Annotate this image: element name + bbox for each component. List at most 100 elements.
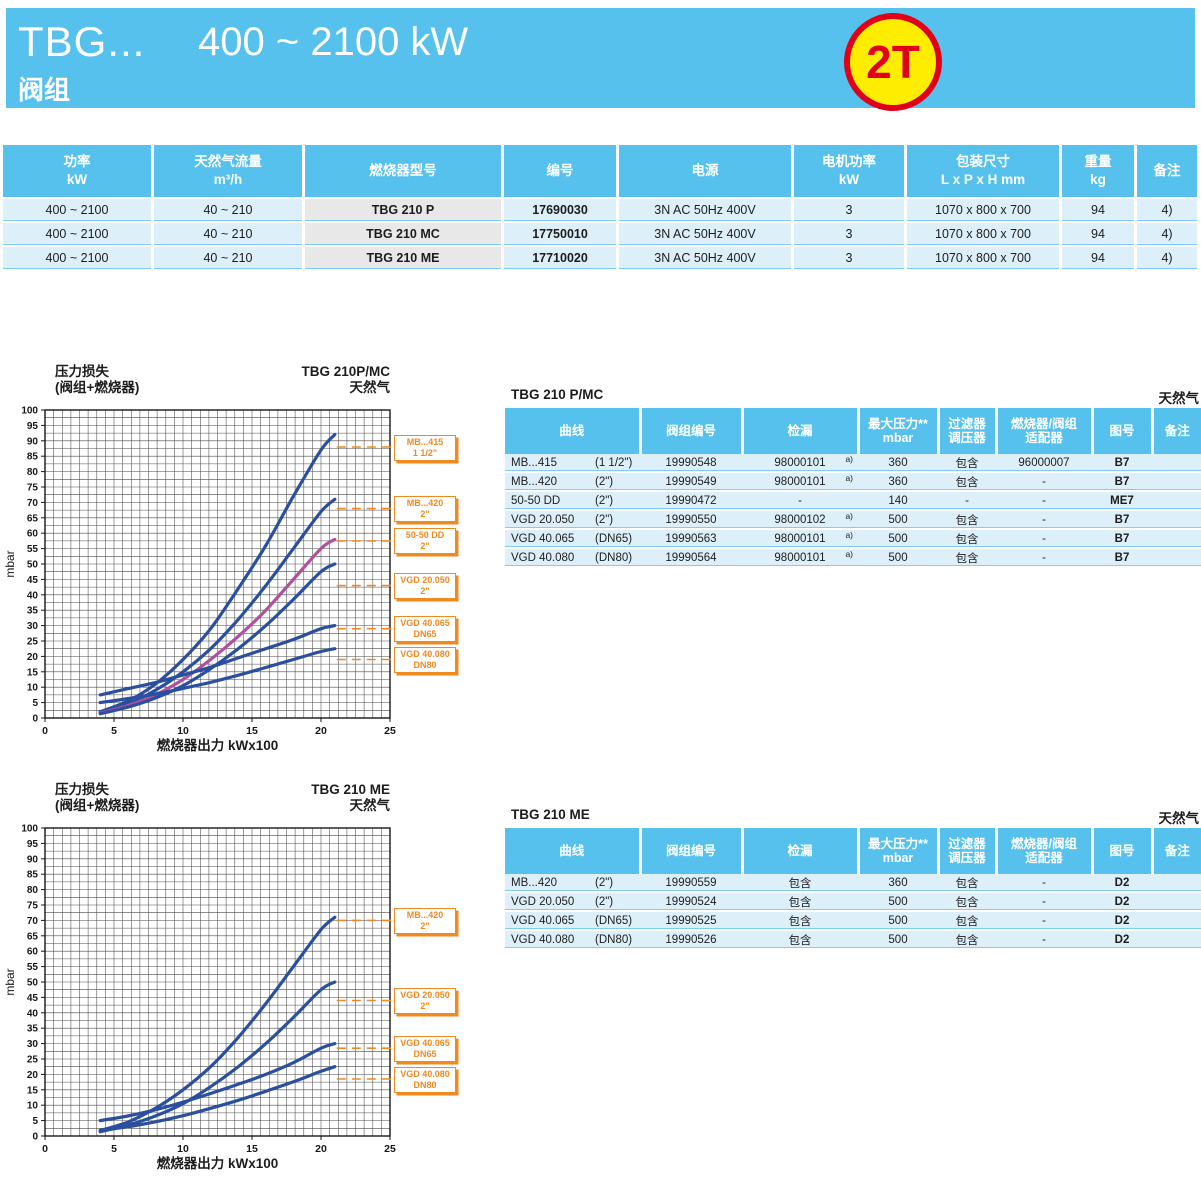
column-header: 备注 [1137, 145, 1197, 197]
svg-text:65: 65 [27, 931, 39, 942]
svg-text:60: 60 [27, 947, 39, 958]
table-cell: 98000101 a) [742, 472, 858, 492]
table-cell: 40 ~ 210 [154, 223, 302, 245]
curve-label-line1: VGD 20.050 [400, 990, 450, 1000]
curve-label-line2: DN65 [413, 629, 437, 640]
curve-cell: VGD 40.080 (DN80) [505, 548, 640, 568]
table-cell: 500 [858, 892, 938, 912]
table-gas-label: 天然气 [1158, 391, 1200, 406]
table-cell: 500 [858, 510, 938, 530]
table-cell: - [996, 874, 1092, 893]
table-cell: 17690030 [504, 199, 616, 221]
table-cell [1152, 472, 1201, 492]
table-cell [1152, 548, 1201, 568]
table-cell: B7 [1092, 548, 1152, 568]
table-cell: 19990525 [640, 911, 742, 931]
curve-label-box: MB...420 2" [394, 907, 456, 934]
curve-cell: VGD 20.050 (2") [505, 510, 640, 530]
curve-label-line2: 1 1/2" [412, 447, 438, 458]
column-header: 编号 [504, 145, 616, 197]
table-cell: 360 [858, 454, 938, 473]
table-row: VGD 40.080 (DN80) 19990526 包含 500 包含 - D2 [505, 930, 1201, 950]
table-cell: 94 [1062, 223, 1134, 245]
table-cell [1152, 529, 1201, 549]
svg-text:100: 100 [21, 824, 38, 835]
curve-label-line2: DN80 [413, 660, 437, 670]
footnote-marker: a) [845, 454, 853, 464]
table-cell [1152, 930, 1201, 950]
svg-text:30: 30 [27, 1039, 39, 1050]
pressure-loss-chart-me: 压力损失 (阀组+燃烧器) TBG 210 ME 天然气 0 5 10 15 20 25 3… [0, 780, 470, 1189]
table-cell: 17710020 [504, 247, 616, 269]
svg-text:20: 20 [315, 1143, 327, 1155]
curve-label-line1: VGD 40.080 [400, 1068, 450, 1079]
subtitle-valve-group: 阀组 [18, 75, 71, 105]
table-row: VGD 20.050 (2") 19990524 包含 500 包含 - D2 [505, 892, 1201, 912]
curve-label-box: VGD 20.050 2" [394, 573, 456, 600]
svg-text:15: 15 [246, 1143, 258, 1155]
table-cell: 19990526 [640, 930, 742, 950]
curve-cell: MB...420 (2") [505, 472, 640, 492]
curve-label-line2: DN80 [413, 1079, 437, 1090]
curve-label-line2: 2" [420, 1001, 430, 1011]
table-cell: D2 [1092, 874, 1152, 893]
chart-canvas: 0510152025303540455055606570758085909510… [3, 406, 396, 738]
table-cell: B7 [1092, 454, 1152, 473]
table-cell: 包含 [938, 510, 996, 530]
svg-text:75: 75 [27, 901, 39, 912]
curve-vgd-40-065-dn65 [98, 624, 337, 697]
table-row: VGD 20.050 (2") 19990550 98000102 a) 500 包含 - B7 [505, 510, 1201, 530]
table-row: 50-50 DD (2") 19990472-140- - ME7 [505, 491, 1201, 511]
table-cell: 包含 [938, 529, 996, 549]
chart-canvas: 0510152025303540455055606570758085909510… [3, 824, 396, 1156]
svg-text:0: 0 [32, 1132, 38, 1143]
column-header: 最大压力** mbar [856, 828, 938, 874]
svg-text:5: 5 [32, 1116, 38, 1127]
svg-text:25: 25 [27, 1055, 39, 1066]
table-cell: 400 ~ 2100 [3, 199, 151, 221]
burner-spec-table: 功率 kW 天然气流量 m³/h 燃烧器型号 编号 电源 电机功率 kW 包装尺寸 L x … [0, 143, 1200, 271]
chart-title-line2: (阀组+燃烧器) [55, 798, 140, 813]
table-cell: 140 [858, 491, 938, 511]
svg-text:100: 100 [21, 406, 38, 417]
chart-title-right: TBG 210P/MC 天然气 [230, 364, 390, 396]
table-cell [1152, 491, 1201, 511]
table-row: MB...420 (2") 19990559 包含 360 包含 - D2 [505, 874, 1201, 893]
2t-badge: 2T [844, 13, 942, 111]
chart-title-line2: (阀组+燃烧器) [55, 380, 140, 395]
svg-text:mbar: mbar [3, 968, 17, 995]
table-cell: 19990563 [640, 529, 742, 549]
table-cell: 包含 [938, 472, 996, 492]
column-header: 备注 [1150, 828, 1201, 874]
table-cell: 19990548 [640, 454, 742, 473]
table-cell: 19990550 [640, 510, 742, 530]
table-cell [1152, 874, 1201, 893]
curve-label-line1: MB...420 [406, 498, 444, 509]
svg-text:15: 15 [246, 725, 258, 737]
table-cell: 98000101 a) [742, 454, 858, 473]
table-cell: TBG 210 P [305, 199, 501, 221]
table-row: VGD 40.080 (DN80) 19990564 98000101 a) 500 包含 -… [505, 548, 1201, 568]
table-cell: 1070 x 800 x 700 [907, 247, 1059, 269]
curve-cell: VGD 20.050 (2") [505, 892, 640, 912]
chart-title-line1: 压力损失 [55, 782, 109, 797]
svg-text:20: 20 [27, 1070, 39, 1081]
curve-label-line2: DN65 [413, 1048, 437, 1059]
table-cell: - [996, 911, 1092, 931]
svg-text:40: 40 [27, 590, 39, 601]
svg-text:50: 50 [27, 560, 39, 571]
column-header: 功率 kW [3, 145, 151, 197]
x-axis-title: 燃烧器出力 kWx100 [156, 1156, 279, 1171]
curve-vgd-40-080-dn80 [98, 1065, 337, 1133]
curve-label-line2: 2" [420, 541, 430, 552]
table-title: TBG 210 P/MC [511, 387, 604, 402]
table-row: VGD 40.065 (DN65) 19990563 98000101 a) 500 包含 -… [505, 529, 1201, 549]
svg-text:10: 10 [177, 725, 189, 737]
curve-cell: VGD 40.065 (DN65) [505, 911, 640, 931]
table-cell: - [996, 529, 1092, 549]
svg-text:90: 90 [27, 436, 39, 447]
svg-text:25: 25 [384, 725, 396, 737]
svg-text:40: 40 [27, 1008, 39, 1019]
svg-text:70: 70 [27, 498, 39, 509]
